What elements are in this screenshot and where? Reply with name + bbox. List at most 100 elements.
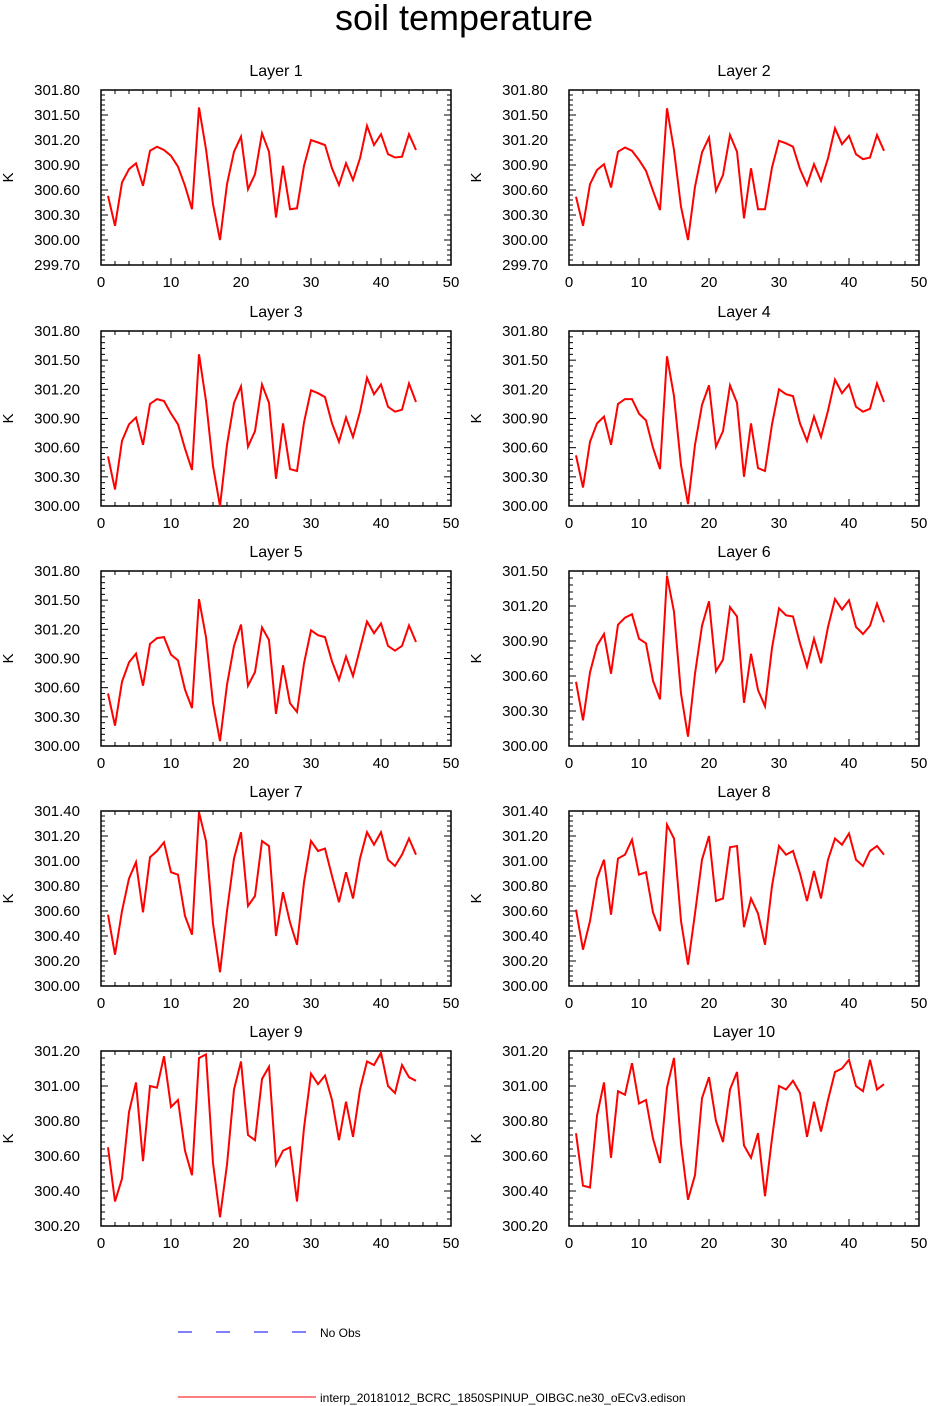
chart-panel: Layer 7 K 0 10 20 30 40 50 300.00 300.20 300.40 300… bbox=[0, 784, 459, 1012]
y-tick-label: 301.80 bbox=[502, 323, 548, 340]
x-tick-label: 20 bbox=[701, 274, 718, 291]
x-tick-label: 10 bbox=[631, 515, 648, 532]
series-line bbox=[575, 575, 885, 737]
y-tick-label: 301.50 bbox=[34, 592, 80, 609]
y-tick-label: 300.80 bbox=[502, 1113, 548, 1130]
y-tick-label: 301.00 bbox=[502, 1078, 548, 1095]
y-tick-label: 300.80 bbox=[34, 1113, 80, 1130]
y-tick-label: 301.50 bbox=[34, 107, 80, 124]
y-tick-label: 300.60 bbox=[502, 182, 548, 199]
y-axis-label: K bbox=[0, 172, 17, 182]
plot-frame bbox=[100, 330, 452, 507]
plot-frame bbox=[568, 89, 920, 266]
legend-model-label: interp_20181012_BCRC_1850SPINUP_OIBGC.ne… bbox=[320, 1391, 686, 1405]
y-tick-label: 301.20 bbox=[34, 621, 80, 638]
plot-frame bbox=[568, 330, 920, 507]
y-tick-label: 301.80 bbox=[34, 563, 80, 580]
chart-panel: Layer 8 K 0 10 20 30 40 50 300.00 300.20 300.40 300… bbox=[468, 784, 927, 1012]
x-tick-label: 30 bbox=[303, 995, 320, 1012]
x-tick-label: 40 bbox=[841, 995, 858, 1012]
y-tick-label: 301.80 bbox=[34, 323, 80, 340]
x-tick-label: 40 bbox=[373, 274, 390, 291]
x-tick-label: 0 bbox=[565, 515, 573, 532]
series-line bbox=[107, 811, 417, 973]
x-tick-label: 50 bbox=[443, 755, 460, 772]
y-tick-label: 300.60 bbox=[502, 1148, 548, 1165]
series-line bbox=[575, 108, 885, 241]
y-tick-label: 300.60 bbox=[502, 668, 548, 685]
chart-panel: Layer 4 K 0 10 20 30 40 50 300.00 300.30 300.60 300… bbox=[468, 304, 927, 532]
x-tick-label: 40 bbox=[373, 1235, 390, 1252]
y-axis-label: K bbox=[468, 893, 485, 903]
x-tick-label: 50 bbox=[911, 1235, 928, 1252]
series-line bbox=[107, 354, 417, 507]
y-tick-label: 300.20 bbox=[502, 953, 548, 970]
y-tick-label: 301.50 bbox=[502, 352, 548, 369]
y-tick-label: 301.50 bbox=[34, 352, 80, 369]
x-tick-label: 50 bbox=[911, 515, 928, 532]
series-line bbox=[575, 820, 885, 965]
series-line bbox=[107, 599, 417, 742]
x-tick-label: 10 bbox=[163, 274, 180, 291]
y-tick-label: 301.20 bbox=[502, 1043, 548, 1060]
plot-frame bbox=[100, 570, 452, 747]
x-tick-label: 10 bbox=[631, 995, 648, 1012]
y-tick-label: 300.90 bbox=[502, 157, 548, 174]
y-axis-label: K bbox=[0, 413, 17, 423]
plot-frame bbox=[568, 810, 920, 987]
x-tick-label: 50 bbox=[911, 995, 928, 1012]
x-tick-label: 10 bbox=[631, 274, 648, 291]
series-line bbox=[107, 107, 417, 241]
y-tick-label: 299.70 bbox=[502, 257, 548, 274]
y-tick-label: 300.40 bbox=[502, 1183, 548, 1200]
y-tick-label: 300.60 bbox=[34, 1148, 80, 1165]
y-tick-label: 301.80 bbox=[502, 82, 548, 99]
x-tick-label: 0 bbox=[565, 995, 573, 1012]
x-tick-label: 30 bbox=[771, 995, 788, 1012]
chart-panel: Layer 9 K 0 10 20 30 40 50 300.20 300.40 300.60 300… bbox=[0, 1024, 459, 1252]
plot-frame bbox=[100, 1050, 452, 1227]
x-tick-label: 10 bbox=[631, 1235, 648, 1252]
y-tick-label: 300.00 bbox=[502, 978, 548, 995]
y-tick-label: 300.90 bbox=[502, 633, 548, 650]
y-tick-label: 300.60 bbox=[34, 182, 80, 199]
chart-panels: Layer 1K0 10 20 30 40 50299.70300.00300.30300… bbox=[0, 63, 927, 1252]
y-tick-label: 301.00 bbox=[34, 1078, 80, 1095]
y-tick-label: 301.40 bbox=[34, 803, 80, 820]
y-tick-label: 300.00 bbox=[34, 978, 80, 995]
chart-panel: Layer 10 K 0 10 20 30 40 50 300.20 300.40 300.60 30… bbox=[468, 1024, 927, 1252]
x-tick-label: 20 bbox=[701, 515, 718, 532]
chart-panel: Layer 6 K 0 10 20 30 40 50 300.00 300.30 300.60 300… bbox=[468, 544, 927, 772]
x-tick-label: 40 bbox=[373, 515, 390, 532]
y-tick-label: 300.30 bbox=[502, 469, 548, 486]
panel-title: Layer 5 bbox=[249, 544, 302, 561]
y-tick-label: 300.20 bbox=[502, 1218, 548, 1235]
plot-frame bbox=[568, 1050, 920, 1227]
y-tick-label: 301.20 bbox=[502, 598, 548, 615]
x-tick-label: 20 bbox=[233, 755, 250, 772]
x-tick-label: 10 bbox=[163, 1235, 180, 1252]
plot-frame bbox=[568, 570, 920, 747]
y-tick-label: 300.90 bbox=[34, 651, 80, 668]
x-tick-label: 20 bbox=[701, 755, 718, 772]
y-tick-label: 301.20 bbox=[502, 132, 548, 149]
y-tick-label: 301.20 bbox=[34, 1043, 80, 1060]
x-tick-label: 40 bbox=[373, 755, 390, 772]
x-tick-label: 40 bbox=[373, 995, 390, 1012]
series-line bbox=[107, 1049, 417, 1218]
panel-title: Layer 6 bbox=[717, 544, 770, 561]
plot-frame bbox=[100, 810, 452, 987]
x-tick-label: 30 bbox=[303, 274, 320, 291]
x-tick-label: 40 bbox=[841, 755, 858, 772]
y-tick-label: 299.70 bbox=[34, 257, 80, 274]
y-tick-label: 300.90 bbox=[502, 411, 548, 428]
x-tick-label: 30 bbox=[771, 515, 788, 532]
y-tick-label: 301.20 bbox=[502, 828, 548, 845]
y-tick-label: 300.60 bbox=[34, 440, 80, 457]
x-tick-label: 0 bbox=[97, 755, 105, 772]
y-tick-label: 300.30 bbox=[502, 207, 548, 224]
y-tick-label: 300.30 bbox=[34, 709, 80, 726]
y-tick-label: 301.50 bbox=[502, 563, 548, 580]
x-tick-label: 30 bbox=[303, 755, 320, 772]
y-tick-label: 300.00 bbox=[502, 738, 548, 755]
